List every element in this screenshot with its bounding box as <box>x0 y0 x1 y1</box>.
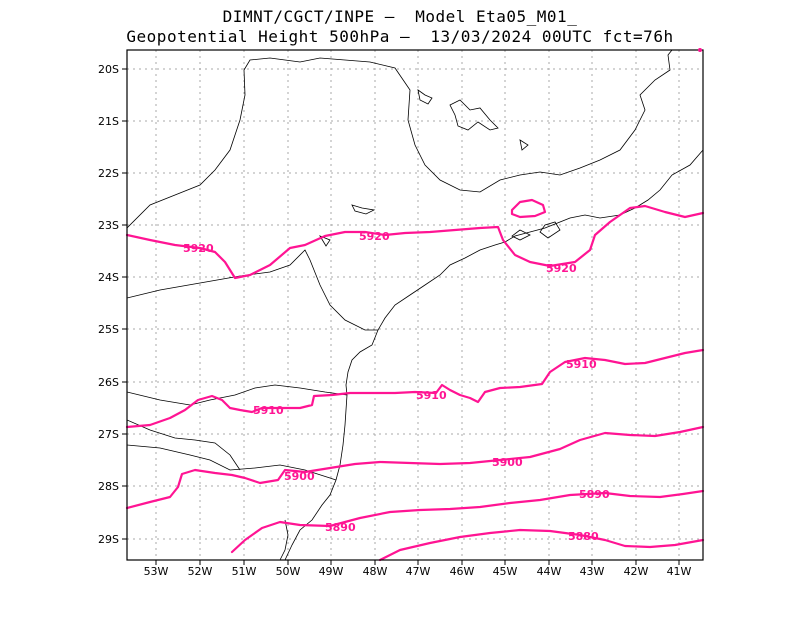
reservoir-2 <box>417 89 433 105</box>
contour-label: 5920 <box>546 262 577 275</box>
map-frame <box>126 49 704 561</box>
contour-label: 5890 <box>579 488 610 501</box>
contour-5900 <box>125 425 705 510</box>
contour-5920-closed <box>510 198 547 219</box>
contour-label: 5900 <box>492 456 523 469</box>
reservoir-3 <box>519 139 529 151</box>
contour-label: 5910 <box>566 358 597 371</box>
contour-label: 5900 <box>284 470 315 483</box>
lat-label: 29S <box>98 533 119 546</box>
corner-marker <box>698 48 702 52</box>
contour-label: 5920 <box>359 230 390 243</box>
lon-label: 52W <box>188 565 213 578</box>
coastline-and-borders <box>126 49 704 561</box>
lagoon-south <box>279 519 289 561</box>
coastline-southeast <box>284 149 704 561</box>
lon-label: 43W <box>580 565 605 578</box>
lon-label: 53W <box>144 565 169 578</box>
contour-5910 <box>125 348 705 429</box>
lon-label: 47W <box>406 565 431 578</box>
contour-label: 5910 <box>416 389 447 402</box>
x-axis-labels: 53W 52W 51W 50W 49W 48W 47W 46W 45W 44W … <box>144 565 692 578</box>
lat-label: 23S <box>98 219 119 232</box>
lon-label: 45W <box>493 565 518 578</box>
lat-label: 24S <box>98 271 119 284</box>
lon-label: 44W <box>537 565 562 578</box>
title-line-2: Geopotential Height 500hPa – 13/03/2024 … <box>126 27 674 46</box>
lon-label: 46W <box>450 565 475 578</box>
title-line-1: DIMNT/CGCT/INPE – Model Eta05_M01_ <box>222 7 578 26</box>
lat-label: 25S <box>98 323 119 336</box>
lon-label: 50W <box>276 565 301 578</box>
tick-marks <box>122 68 680 565</box>
state-border-sc-rs <box>126 444 337 481</box>
lat-label: 26S <box>98 376 119 389</box>
country-border-west <box>126 419 241 471</box>
contour-labels: 5920 5920 5920 5910 5910 5910 5900 5900 … <box>183 230 610 543</box>
state-border-north <box>126 49 673 229</box>
lat-label: 20S <box>98 63 119 76</box>
state-border-sp-pr <box>126 249 378 331</box>
y-axis-labels: 20S 21S 22S 23S 24S 25S 26S 27S 28S 29S <box>98 63 119 546</box>
lat-label: 22S <box>98 167 119 180</box>
contour-lines <box>125 198 705 562</box>
contour-label: 5890 <box>325 521 356 534</box>
contour-label: 5920 <box>183 242 214 255</box>
lon-label: 51W <box>232 565 257 578</box>
lon-label: 41W <box>667 565 692 578</box>
contour-5880 <box>378 528 705 562</box>
lat-label: 28S <box>98 480 119 493</box>
lat-label: 27S <box>98 428 119 441</box>
lon-label: 48W <box>363 565 388 578</box>
reservoir-5 <box>319 235 331 247</box>
contour-5920-main <box>125 204 705 280</box>
lon-label: 49W <box>319 565 344 578</box>
state-border-pr-sc <box>126 384 348 406</box>
bay-sepetiba <box>511 229 531 241</box>
lon-label: 42W <box>624 565 649 578</box>
contour-label: 5910 <box>253 404 284 417</box>
reservoir-1 <box>449 99 499 131</box>
reservoir-4 <box>351 204 376 215</box>
bay-rio <box>539 221 561 239</box>
grid-lines <box>127 50 703 560</box>
lat-label: 21S <box>98 115 119 128</box>
contour-label: 5880 <box>568 530 599 543</box>
contour-5890 <box>230 489 705 554</box>
